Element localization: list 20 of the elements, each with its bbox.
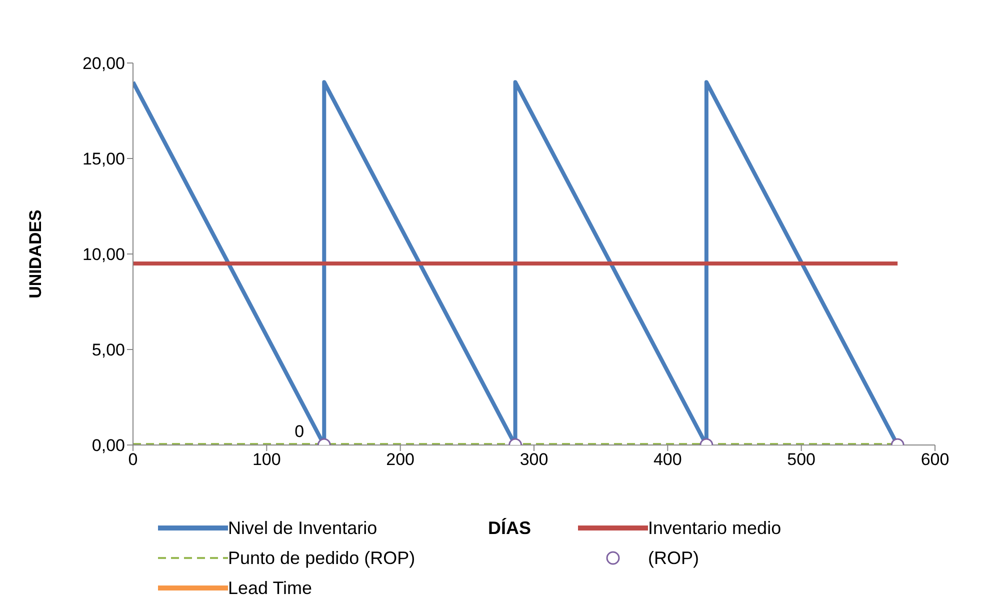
legend-label: Inventario medio: [648, 518, 782, 538]
annotation: 0: [294, 422, 304, 442]
y-tick-label: 15,00: [82, 150, 125, 169]
x-tick-label: 400: [653, 450, 682, 470]
y-tick-label: 20,00: [82, 54, 125, 74]
x-tick-label: 500: [787, 450, 816, 470]
x-tick-label: 100: [252, 450, 281, 470]
y-tick-label: 5,00: [92, 340, 125, 360]
x-tick-label: 600: [920, 450, 950, 470]
x-axis-title: DÍAS: [488, 517, 532, 540]
x-tick-label: 200: [386, 450, 415, 470]
y-tick-label: 10,00: [82, 245, 125, 264]
legend-label: Lead Time: [228, 578, 312, 597]
x-tick-label: 300: [520, 450, 548, 470]
x-tick-label: 0: [128, 450, 138, 470]
legend-label: Punto de pedido (ROP): [228, 548, 416, 568]
y-axis-title: UNIDADES: [26, 210, 46, 298]
y-tick-label: 0,00: [92, 436, 125, 456]
legend-label: Nivel de Inventario: [228, 518, 378, 538]
legend-label: (ROP): [648, 548, 699, 568]
